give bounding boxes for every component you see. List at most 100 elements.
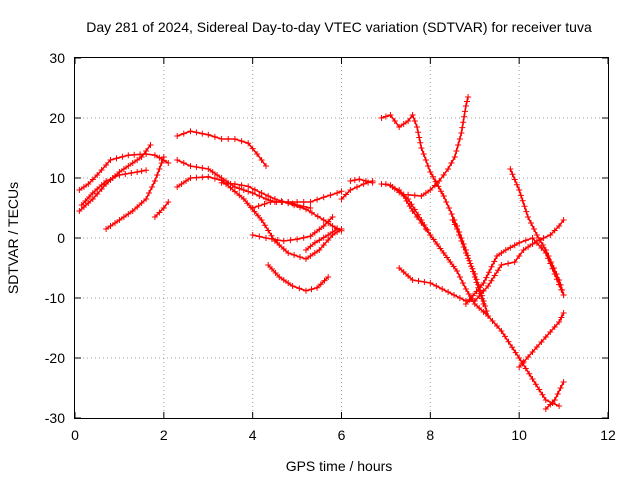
data-point bbox=[471, 271, 478, 277]
data-point bbox=[471, 298, 478, 304]
data-point bbox=[416, 134, 423, 141]
data-point bbox=[556, 319, 563, 325]
data-point bbox=[231, 136, 238, 142]
data-point bbox=[476, 293, 483, 299]
data-point bbox=[245, 140, 252, 147]
data-point bbox=[94, 186, 101, 192]
data-point bbox=[448, 211, 455, 217]
data-point bbox=[303, 247, 309, 253]
data-point bbox=[89, 176, 96, 183]
data-point bbox=[180, 160, 187, 166]
data-point bbox=[409, 277, 416, 283]
data-point bbox=[389, 184, 396, 190]
data-point bbox=[434, 241, 440, 247]
data-point bbox=[297, 254, 303, 260]
data-point bbox=[156, 166, 163, 172]
data-point bbox=[462, 286, 469, 292]
data-point bbox=[378, 115, 385, 121]
data-point bbox=[507, 244, 514, 251]
data-point bbox=[209, 169, 216, 175]
data-point bbox=[258, 157, 265, 163]
data-point bbox=[509, 171, 516, 178]
data-point bbox=[491, 272, 498, 279]
data-point bbox=[459, 124, 466, 131]
data-point bbox=[542, 406, 549, 412]
data-point bbox=[553, 271, 560, 277]
data-point bbox=[551, 397, 558, 403]
series-arc-17 bbox=[378, 181, 434, 238]
data-point bbox=[462, 301, 469, 307]
data-point bbox=[214, 172, 221, 178]
data-point bbox=[480, 298, 487, 304]
data-point bbox=[431, 182, 438, 189]
data-point bbox=[76, 208, 83, 214]
y-tick-label: 0 bbox=[57, 230, 65, 246]
data-point bbox=[460, 119, 467, 126]
data-point bbox=[193, 174, 200, 181]
data-point bbox=[550, 265, 557, 271]
data-point bbox=[522, 237, 529, 244]
data-point bbox=[458, 238, 465, 244]
data-point bbox=[502, 333, 508, 340]
data-point bbox=[473, 276, 480, 283]
data-point bbox=[211, 133, 218, 140]
data-point bbox=[325, 274, 332, 280]
data-point bbox=[258, 217, 265, 223]
data-point bbox=[415, 129, 422, 136]
data-point bbox=[498, 262, 505, 268]
data-point bbox=[461, 113, 468, 120]
data-point bbox=[320, 217, 327, 223]
data-point bbox=[199, 174, 206, 181]
data-point bbox=[396, 124, 403, 130]
data-point bbox=[465, 291, 472, 297]
data-point bbox=[321, 277, 328, 284]
data-point bbox=[513, 181, 520, 188]
x-tick-label: 6 bbox=[338, 427, 346, 443]
data-point bbox=[294, 236, 301, 243]
data-point bbox=[411, 118, 418, 124]
data-point bbox=[125, 211, 132, 217]
data-point bbox=[536, 237, 543, 243]
series-arc-14 bbox=[338, 178, 376, 202]
data-point bbox=[178, 181, 185, 187]
data-point bbox=[557, 385, 564, 391]
data-point bbox=[193, 164, 200, 170]
data-point bbox=[422, 157, 429, 163]
data-point bbox=[249, 190, 256, 196]
data-point bbox=[151, 214, 158, 220]
data-point bbox=[107, 223, 114, 229]
series-line bbox=[398, 219, 565, 302]
data-point bbox=[129, 208, 136, 214]
series-arc-23 bbox=[507, 166, 567, 298]
data-point bbox=[316, 237, 323, 244]
data-point bbox=[300, 234, 307, 241]
data-point bbox=[526, 370, 533, 377]
data-point bbox=[334, 190, 341, 196]
data-point bbox=[285, 250, 292, 256]
series-arc-15 bbox=[347, 176, 376, 186]
data-point bbox=[103, 226, 110, 232]
data-point bbox=[122, 171, 129, 177]
data-point bbox=[187, 163, 194, 169]
data-point bbox=[354, 184, 360, 190]
data-point bbox=[311, 229, 318, 236]
data-point bbox=[98, 167, 105, 173]
data-point bbox=[156, 154, 163, 161]
data-point bbox=[160, 205, 167, 211]
data-point bbox=[251, 186, 258, 193]
y-tick-label: -10 bbox=[45, 290, 65, 306]
data-point bbox=[329, 223, 336, 229]
data-point bbox=[154, 172, 161, 178]
data-point bbox=[160, 154, 167, 160]
data-point bbox=[554, 391, 561, 397]
data-point bbox=[456, 274, 463, 280]
data-point bbox=[505, 338, 512, 345]
data-point bbox=[447, 259, 454, 265]
data-point bbox=[369, 179, 376, 186]
data-point bbox=[205, 166, 212, 172]
plot-frame bbox=[74, 57, 609, 419]
data-point bbox=[480, 280, 487, 286]
data-point bbox=[451, 154, 458, 160]
data-point bbox=[89, 190, 96, 196]
data-point bbox=[116, 217, 123, 223]
